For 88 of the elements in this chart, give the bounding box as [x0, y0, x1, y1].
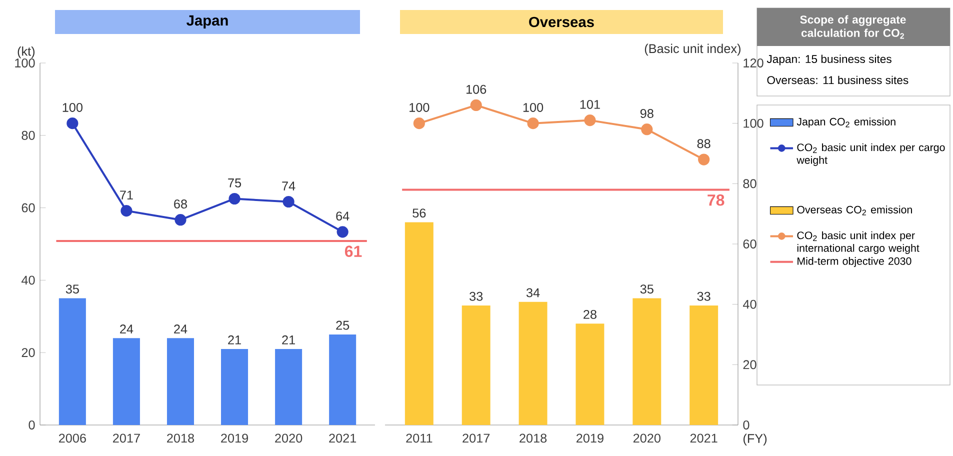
chart-title: Overseas [529, 16, 594, 28]
y-tick-label: 40 [22, 276, 35, 285]
data-label: 100 [410, 102, 430, 112]
data-label: 74 [282, 182, 296, 190]
data-label: 35 [66, 284, 79, 294]
x-tick-label: 2021 [690, 434, 718, 443]
x-tick-label: 2020 [633, 434, 660, 443]
point [527, 118, 539, 130]
data-label: 101 [580, 100, 600, 109]
text: Mid-term objective 2030 [798, 257, 912, 268]
chart-title: Japan [186, 15, 228, 29]
data-label: 25 [336, 320, 350, 330]
text: Overseas: 11 business sites [767, 76, 908, 84]
y2-axis-title: (Basic unit index) [644, 44, 740, 56]
y-tick-label: 20 [22, 348, 35, 358]
y-tick-label: 80 [22, 130, 35, 140]
legend-label: CO$_{2}$ basic unit index per cargo weight [796, 143, 945, 166]
point [120, 205, 132, 217]
data-label: 28 [584, 310, 596, 319]
data-label: 33 [470, 292, 483, 301]
data-label: 71 [120, 190, 133, 200]
data-label: 33 [697, 292, 710, 301]
bar [58, 298, 86, 425]
bar [166, 338, 194, 425]
point [470, 99, 482, 112]
point [413, 118, 425, 130]
bar [632, 298, 662, 425]
y-tick-label: 60 [22, 203, 35, 212]
legend-label: Overseas CO$_{2}$ emission [797, 206, 912, 216]
data-label: 106 [466, 84, 486, 94]
point [228, 192, 240, 205]
y-tick-label: 0 [28, 420, 35, 430]
bar [462, 306, 490, 425]
legend-label: Japan CO$_{2}$ emission [796, 118, 896, 128]
y2-tick-label: 120 [744, 58, 764, 68]
y-tick-label: 100 [15, 58, 35, 68]
ref-line-label: 78 [708, 194, 724, 206]
x-tick-label: 2019 [576, 434, 604, 443]
y2-tick-label: 20 [743, 360, 756, 370]
data-label: 64 [336, 212, 350, 221]
bar [329, 334, 356, 425]
data-label: 24 [120, 324, 134, 334]
data-label: 100 [62, 102, 82, 112]
data-label: 34 [526, 288, 540, 298]
data-label: 100 [523, 102, 544, 112]
point [282, 196, 294, 208]
data-label: 56 [412, 208, 426, 218]
point [336, 226, 348, 238]
bar [690, 306, 718, 425]
text: Japan: 15 business sites [766, 54, 892, 66]
data-label: 24 [174, 324, 188, 334]
y2-tick-label: 100 [744, 118, 764, 128]
bar [275, 348, 302, 425]
y-axis-title: (kt) [18, 46, 35, 58]
x-tick-label: 2018 [167, 434, 194, 443]
y2-tick-label: 60 [743, 240, 756, 248]
bar [404, 222, 434, 425]
x-tick-label: 2021 [329, 434, 356, 443]
point [584, 114, 596, 126]
x-tick-label: 2011 [406, 434, 432, 443]
point [66, 118, 78, 130]
bar [518, 302, 548, 425]
ref-line-label: 61 [344, 246, 362, 257]
bar [221, 348, 248, 425]
data-label: 88 [697, 139, 710, 148]
point [174, 214, 186, 226]
data-label: 21 [228, 335, 241, 344]
legend-label: CO$_{2}$ basic unit index per international cargo weight [797, 231, 920, 254]
bar [576, 324, 604, 425]
y2-tick-label: 80 [743, 179, 756, 188]
point [698, 154, 710, 166]
bar [112, 338, 140, 425]
data-label: 98 [640, 109, 654, 118]
x-tick-label: 2006 [58, 434, 86, 443]
y2-tick-label: 0 [743, 420, 750, 430]
text: Scope of aggregate calculation for CO$_{2}$ [800, 15, 906, 39]
x-axis-title: (FY) [743, 434, 767, 446]
x-tick-label: 2020 [275, 434, 302, 443]
x-tick-label: 2018 [520, 434, 547, 443]
data-label: 35 [640, 284, 654, 294]
y2-tick-label: 40 [742, 300, 756, 309]
x-tick-label: 2019 [221, 434, 248, 443]
point [641, 124, 653, 136]
data-label: 21 [282, 335, 295, 344]
x-tick-label: 2017 [112, 434, 140, 443]
x-tick-label: 2017 [462, 434, 490, 443]
data-label: 68 [174, 200, 187, 208]
data-label: 75 [228, 178, 242, 188]
